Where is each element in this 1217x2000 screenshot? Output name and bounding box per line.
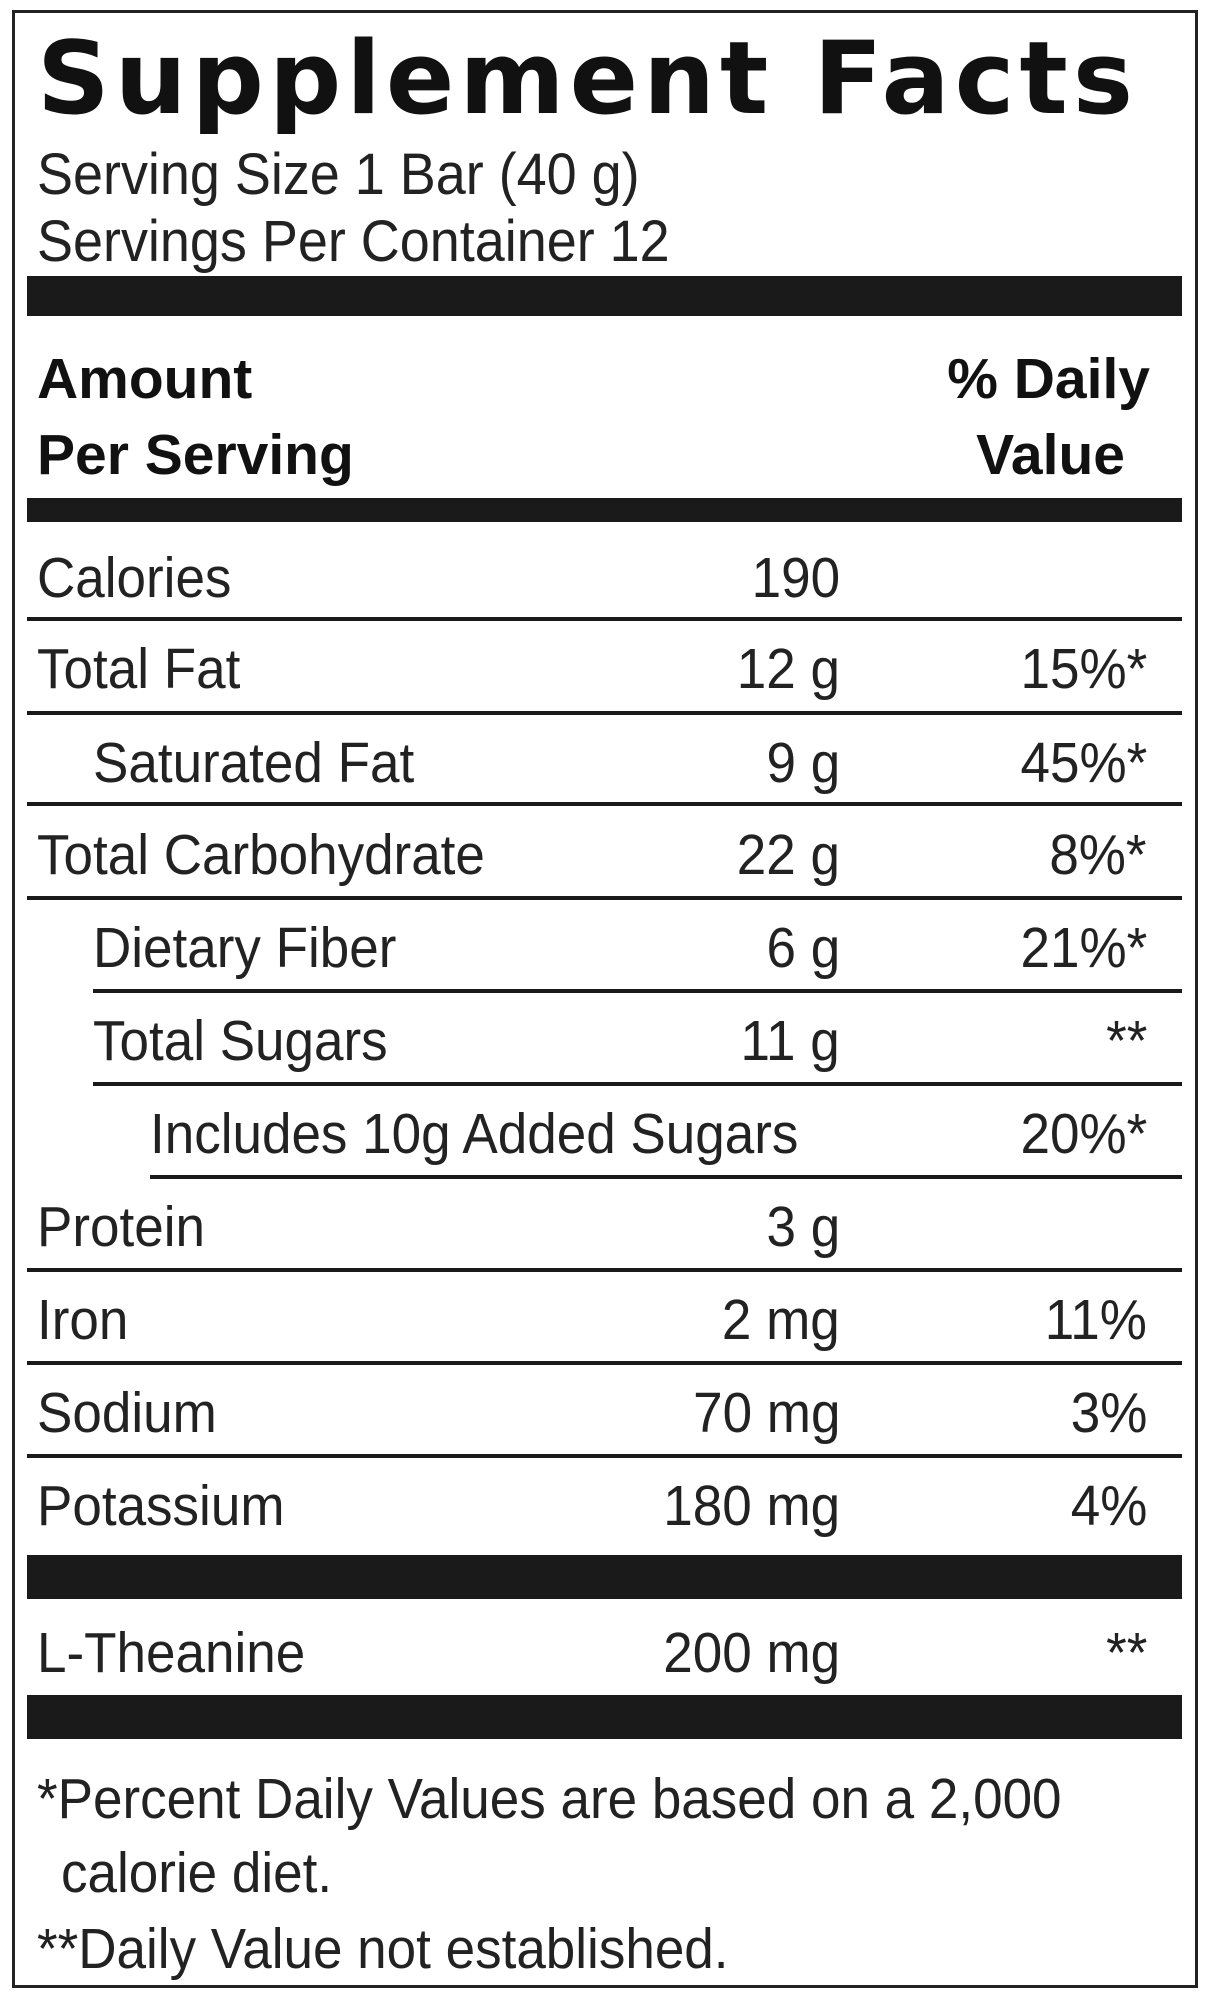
serving-size: Serving Size 1 Bar (40 g) xyxy=(37,142,640,207)
header-amount: Amount xyxy=(37,347,253,411)
nutrient-name: Calories xyxy=(37,546,232,610)
nutrient-name: Potassium xyxy=(37,1474,285,1538)
nutrient-amount: 3 g xyxy=(766,1195,840,1259)
nutrient-name: L-Theanine xyxy=(37,1621,306,1685)
footnote-calorie-diet: calorie diet. xyxy=(61,1841,333,1905)
thick-divider xyxy=(27,1555,1182,1599)
row-divider xyxy=(27,711,1182,715)
nutrient-daily-value: 11% xyxy=(1044,1288,1147,1352)
nutrient-name: Total Sugars xyxy=(93,1009,388,1073)
nutrient-daily-value: 15%* xyxy=(1020,637,1147,701)
header-value: Value xyxy=(976,423,1125,487)
nutrient-daily-value: 4% xyxy=(1070,1474,1147,1538)
footnote-percent-dv: *Percent Daily Values are based on a 2,0… xyxy=(37,1767,1062,1831)
nutrient-amount: 190 xyxy=(751,546,840,610)
nutrient-amount: 2 mg xyxy=(722,1288,840,1352)
row-divider xyxy=(27,1268,1182,1272)
nutrient-amount: 22 g xyxy=(736,823,840,887)
nutrient-amount: 180 mg xyxy=(663,1474,840,1538)
nutrient-name: Sodium xyxy=(37,1381,217,1445)
row-divider xyxy=(93,989,1182,993)
nutrient-daily-value: 20%* xyxy=(1020,1102,1147,1166)
row-divider xyxy=(27,1361,1182,1365)
thick-divider xyxy=(27,276,1182,316)
panel-title: Supplement Facts xyxy=(37,19,1138,137)
row-divider xyxy=(27,802,1182,806)
row-divider xyxy=(93,1082,1182,1086)
nutrient-amount: 70 mg xyxy=(692,1381,840,1445)
row-divider xyxy=(150,1175,1182,1179)
thick-divider xyxy=(27,1695,1182,1739)
nutrient-name: Iron xyxy=(37,1288,129,1352)
nutrient-daily-value: 8%* xyxy=(1049,823,1147,887)
header-daily: % Daily xyxy=(947,347,1150,411)
thick-divider xyxy=(27,498,1182,522)
nutrient-name: Dietary Fiber xyxy=(93,916,397,980)
nutrient-daily-value: ** xyxy=(1105,1009,1147,1073)
row-divider xyxy=(27,617,1182,621)
header-per-serving: Per Serving xyxy=(37,423,354,487)
row-divider xyxy=(27,896,1182,900)
nutrient-name: Total Carbohydrate xyxy=(37,823,485,887)
nutrient-name: Includes 10g Added Sugars xyxy=(150,1102,799,1166)
nutrient-name: Saturated Fat xyxy=(93,731,415,795)
nutrient-amount: 6 g xyxy=(766,916,840,980)
row-divider xyxy=(27,1454,1182,1458)
nutrient-name: Protein xyxy=(37,1195,205,1259)
nutrient-daily-value: 21%* xyxy=(1020,916,1147,980)
nutrient-amount: 9 g xyxy=(766,731,840,795)
nutrient-amount: 200 mg xyxy=(663,1621,840,1685)
nutrient-daily-value: 3% xyxy=(1070,1381,1147,1445)
nutrient-daily-value: 45%* xyxy=(1020,731,1147,795)
footnote-dv-not-established: **Daily Value not established. xyxy=(37,1917,729,1981)
nutrient-amount: 11 g xyxy=(740,1009,840,1073)
nutrient-amount: 12 g xyxy=(736,637,840,701)
nutrient-daily-value: ** xyxy=(1105,1621,1147,1685)
nutrient-name: Total Fat xyxy=(37,637,241,701)
supplement-facts-label: Supplement Facts Serving Size 1 Bar (40 … xyxy=(12,10,1198,1988)
servings-per-container: Servings Per Container 12 xyxy=(37,209,670,274)
